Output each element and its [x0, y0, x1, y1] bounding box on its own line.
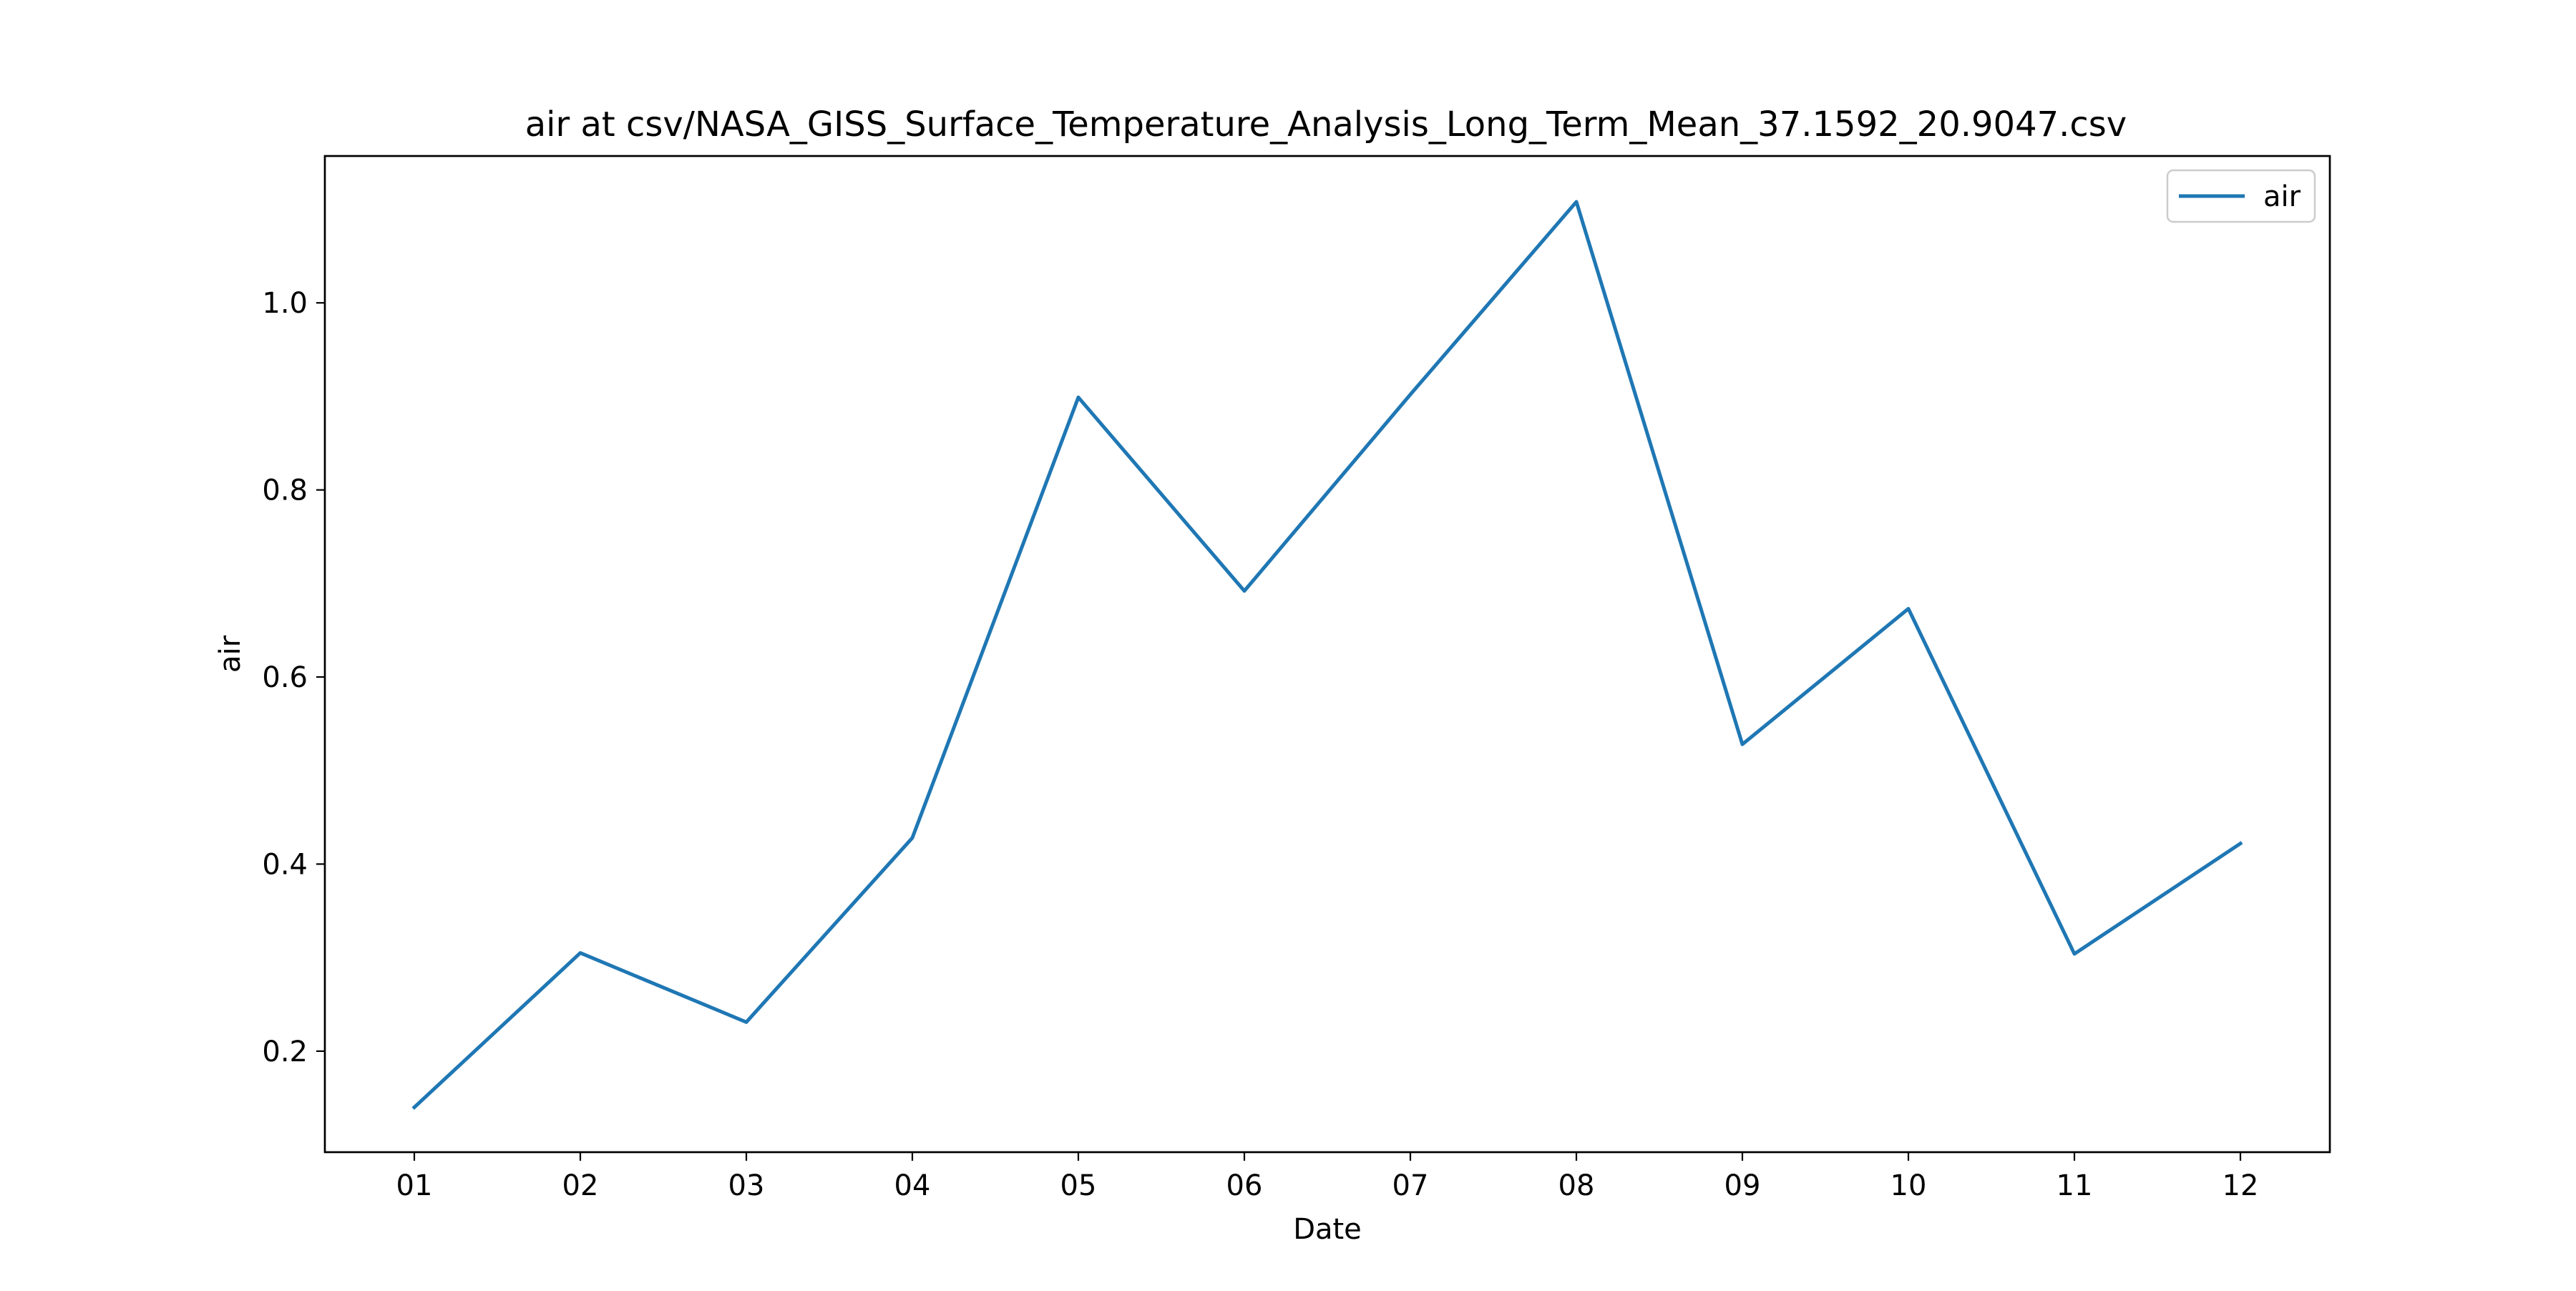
- plot-area: [323, 155, 2331, 1154]
- x-tick-label: 12: [2223, 1169, 2259, 1202]
- x-tick-label: 11: [2057, 1169, 2093, 1202]
- x-tick-label: 09: [1724, 1169, 1761, 1202]
- legend: air: [2166, 169, 2316, 223]
- y-axis: 0.2 0.4 0.6 0.8 1.0: [262, 287, 325, 1068]
- x-axis-label: Date: [1293, 1213, 1362, 1246]
- y-tick-label: 0.4: [262, 848, 308, 881]
- series-line-air: [411, 200, 2243, 1110]
- x-tick-label: 10: [1890, 1169, 1927, 1202]
- x-axis: 01 02 03 04 05 06 07 08 09 10 11 12: [396, 1152, 2259, 1202]
- y-tick-label: 0.8: [262, 474, 308, 507]
- y-tick-label: 1.0: [262, 287, 308, 320]
- x-tick-label: 06: [1226, 1169, 1263, 1202]
- x-tick-label: 04: [894, 1169, 931, 1202]
- y-tick-label: 0.6: [262, 661, 308, 694]
- x-tick-label: 05: [1060, 1169, 1097, 1202]
- x-tick-label: 08: [1558, 1169, 1595, 1202]
- chart-title: air at csv/NASA_GISS_Surface_Temperature…: [525, 104, 2127, 145]
- x-tick-label: 01: [396, 1169, 433, 1202]
- x-tick-label: 02: [562, 1169, 599, 1202]
- x-tick-label: 07: [1392, 1169, 1429, 1202]
- series-layer: [411, 200, 2243, 1110]
- x-tick-label: 03: [728, 1169, 765, 1202]
- y-axis-label: air: [214, 635, 247, 673]
- legend-label: air: [2263, 180, 2301, 213]
- y-tick-label: 0.2: [262, 1036, 308, 1068]
